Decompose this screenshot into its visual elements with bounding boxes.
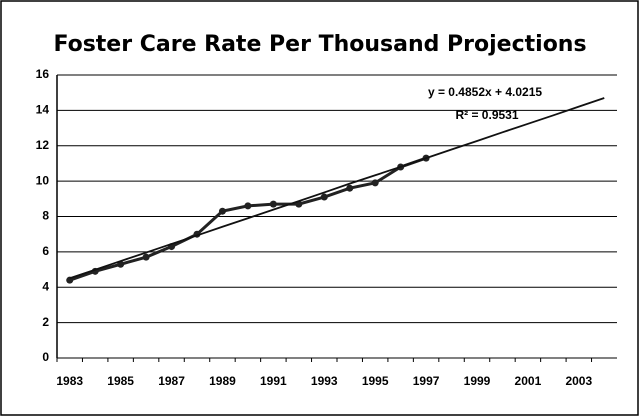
x-tick-label: 1991 <box>260 374 287 388</box>
trend-line <box>69 97 605 280</box>
y-tick-label: 10 <box>36 173 50 187</box>
y-tick-label: 14 <box>36 103 50 117</box>
x-tick-label: 1983 <box>56 374 83 388</box>
y-tick-label: 8 <box>42 209 49 223</box>
trend-equation: y = 0.4852x + 4.0215 <box>428 85 542 99</box>
x-tick-label: 1987 <box>158 374 185 388</box>
x-tick-label: 1993 <box>311 374 338 388</box>
y-tick-label: 16 <box>36 67 50 81</box>
data-point <box>269 200 277 208</box>
data-point <box>320 193 328 201</box>
y-tick-label: 12 <box>36 138 50 152</box>
x-tick-label: 1999 <box>464 374 491 388</box>
data-point <box>142 253 150 261</box>
y-tick-label: 2 <box>42 315 49 329</box>
data-point <box>244 202 252 210</box>
data-point <box>346 184 354 192</box>
x-tick-label: 2003 <box>565 374 592 388</box>
x-tick-label: 1995 <box>362 374 389 388</box>
r-squared: R² = 0.9531 <box>455 108 518 122</box>
y-tick-label: 0 <box>42 350 49 364</box>
data-point <box>218 207 226 215</box>
y-tick-label: 6 <box>42 244 49 258</box>
chart-title: Foster Care Rate Per Thousand Projection… <box>53 32 586 57</box>
x-tick-label: 2001 <box>515 374 542 388</box>
y-tick-label: 4 <box>42 279 49 293</box>
x-tick-label: 1989 <box>209 374 236 388</box>
x-tick-label: 1985 <box>107 374 134 388</box>
data-point <box>371 179 379 187</box>
x-tick-label: 1997 <box>413 374 440 388</box>
